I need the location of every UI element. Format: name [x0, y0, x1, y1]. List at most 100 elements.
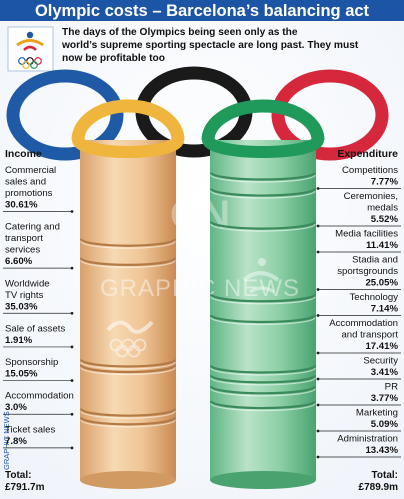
green-ring-front-icon — [202, 137, 324, 158]
chart-title: Olympic costs – Barcelona’s balancing ac… — [35, 2, 370, 20]
expenditure-band-divider — [209, 385, 317, 395]
watermark-monogram: GN — [170, 193, 230, 237]
expenditure-value-label: 13.43% — [365, 445, 398, 456]
green-ring-top-icon — [201, 99, 325, 141]
income-leader-dot — [70, 311, 74, 315]
expenditure-value-label: 5.52% — [371, 214, 399, 225]
income-leader-dot — [70, 379, 74, 382]
expenditure-value-label: 11.41% — [366, 240, 398, 251]
income-band-highlight — [80, 361, 176, 370]
expenditure-band-divider — [209, 314, 317, 324]
expenditure-leader-dot — [316, 187, 320, 190]
expenditure-category-label: Media facilities — [335, 229, 398, 240]
expenditure-value-label: 7.77% — [371, 177, 399, 188]
expenditure-category-label: Accommodation — [329, 318, 398, 329]
expenditure-leader-dot — [316, 403, 320, 407]
title-bar — [0, 0, 404, 21]
expenditure-band-highlight — [210, 388, 316, 397]
intro-text: The days of the Olympics being seen only… — [61, 27, 361, 64]
expenditure-band-highlight — [210, 223, 316, 232]
income-category-label: Catering and — [5, 222, 60, 233]
expenditure-value-label: 3.41% — [371, 367, 399, 378]
income-band-divider — [79, 238, 177, 247]
income-category-label: Commercial — [5, 165, 56, 176]
expenditure-value-label: 17.41% — [365, 341, 398, 352]
intro-line: world’s supreme sporting spectacle are l… — [61, 40, 359, 51]
expenditure-total-value: £789.9m — [359, 482, 399, 493]
expenditure-band-highlight — [210, 296, 316, 305]
expenditure-value-label: 25.05% — [365, 278, 398, 289]
income-category-label: Ticket sales — [5, 424, 55, 435]
credit-text: GRAPHIC NEWS — [2, 411, 11, 470]
income-value-label: 1.91% — [5, 335, 33, 346]
expenditure-band-highlight — [210, 403, 316, 412]
expenditure-category-label: medals — [367, 203, 398, 214]
income-heading: Income — [5, 148, 42, 160]
income-leader-dot — [70, 345, 74, 349]
expenditure-leader-dot — [316, 429, 320, 433]
yellow-ring-top-icon — [71, 99, 185, 141]
expenditure-leader-dot — [316, 224, 320, 228]
watermark-text: GRAPHIC NEWS — [100, 275, 300, 302]
income-category-label: Sale of assets — [5, 323, 65, 334]
expenditure-value-label: 5.09% — [371, 419, 399, 430]
income-band-divider — [79, 364, 177, 374]
red-ring-icon — [271, 69, 389, 161]
income-ornament-icon — [106, 320, 154, 358]
expenditure-band-divider — [209, 221, 317, 230]
income-band-highlight — [80, 241, 176, 249]
expenditure-column-base — [210, 471, 316, 489]
expenditure-value-label: 3.77% — [371, 393, 399, 404]
income-leader-dot — [70, 266, 74, 270]
income-category-label: Accommodation — [5, 391, 74, 402]
expenditure-category-label: Marketing — [356, 408, 398, 419]
expenditure-value-label: 7.14% — [371, 304, 399, 315]
expenditure-leader-dot — [316, 351, 320, 355]
income-band-divider — [79, 416, 177, 426]
income-category-label: sales and — [5, 177, 46, 188]
expenditure-band-divider — [209, 374, 317, 384]
expenditure-category-label: sportsgrounds — [337, 266, 398, 277]
income-band-divider — [79, 257, 177, 267]
expenditure-category-label: and transport — [341, 330, 398, 341]
expenditure-band-divider — [209, 188, 317, 197]
income-value-label: 6.60% — [5, 256, 33, 267]
expenditure-leader-dot — [316, 455, 320, 459]
expenditure-band-highlight — [210, 377, 316, 386]
expenditure-band-divider — [209, 400, 317, 410]
yellow-ring-front-icon — [72, 137, 184, 158]
income-total-value: £791.7m — [5, 482, 45, 493]
income-category-label: Worldwide — [5, 278, 50, 289]
expenditure-band-highlight — [210, 317, 316, 326]
intro-line: The days of the Olympics being seen only… — [62, 27, 298, 38]
expenditure-band-divider — [209, 293, 317, 303]
income-value-label: 30.61% — [5, 200, 38, 211]
income-value-label: 3.0% — [5, 402, 27, 413]
income-leader-dot — [70, 210, 74, 213]
income-band-divider — [79, 359, 177, 368]
intro-line: now be profitable too — [62, 53, 165, 64]
income-category-label: Sponsorship — [5, 357, 58, 368]
expenditure-band-highlight — [210, 174, 316, 183]
expenditure-category-label: Technology — [349, 292, 398, 303]
expenditure-category-label: Competitions — [342, 165, 398, 176]
expenditure-leader-dot — [316, 314, 320, 317]
expenditure-category-label: Security — [363, 356, 398, 367]
expenditure-total-label: Total: — [372, 470, 398, 481]
expenditure-band-highlight — [210, 367, 316, 376]
income-category-label: promotions — [5, 188, 53, 199]
income-category-label: TV rights — [5, 290, 44, 301]
expenditure-category-label: Ceremonies, — [344, 191, 398, 202]
expenditure-leader-dot — [316, 250, 320, 254]
income-category-label: services — [5, 245, 40, 256]
olympic-rings-back — [6, 66, 389, 161]
expenditure-band-highlight — [210, 190, 316, 199]
barcelona-logo — [7, 26, 54, 72]
expenditure-category-label: Administration — [337, 434, 398, 445]
income-leader-dot — [70, 446, 74, 450]
expenditure-ornament-icon — [242, 258, 280, 294]
expenditure-heading: Expenditure — [337, 148, 398, 160]
